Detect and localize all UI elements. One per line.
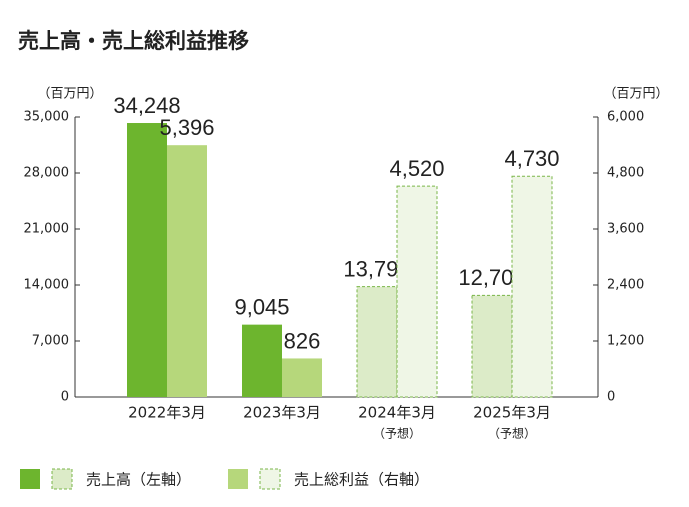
legend-label: 売上総利益（右軸）	[294, 471, 429, 489]
y2-tick-label: 6,000	[607, 110, 644, 125]
value-label: 34,248	[113, 93, 180, 118]
legend-swatch	[228, 469, 248, 489]
x-tick-note: （予想）	[373, 426, 421, 441]
bar	[471, 294, 513, 398]
bar	[511, 175, 553, 398]
bar	[167, 145, 207, 397]
y2-tick-label: 4,800	[607, 166, 644, 181]
y2-tick-label: 3,600	[607, 222, 644, 237]
x-tick-label: 2024年3月	[358, 404, 436, 422]
y-tick-label: 7,000	[32, 334, 69, 349]
x-tick-label: 2023年3月	[243, 404, 321, 422]
y-tick-label: 35,000	[24, 110, 70, 125]
bar	[396, 185, 438, 398]
value-label: 5,396	[159, 115, 214, 140]
y-axis-label: （百万円）	[37, 87, 102, 102]
bar	[127, 123, 167, 398]
value-label: 826	[284, 328, 321, 353]
y-tick-label: 0	[61, 390, 69, 405]
bar	[242, 324, 282, 397]
bar	[282, 358, 322, 397]
value-label: 4,730	[504, 146, 559, 171]
y2-tick-label: 2,400	[607, 278, 644, 293]
legend-swatch	[20, 469, 40, 489]
legend-label: 売上高（左軸）	[86, 471, 191, 489]
y-tick-label: 28,000	[24, 166, 70, 181]
legend-swatch-forecast	[51, 468, 73, 490]
x-tick-note: （予想）	[488, 426, 536, 441]
y2-tick-label: 1,200	[607, 334, 644, 349]
y-tick-label: 21,000	[24, 222, 70, 237]
legend-swatch-forecast	[259, 468, 281, 490]
bar	[356, 286, 398, 398]
y2-tick-label: 0	[607, 390, 615, 405]
y2-axis-label: （百万円）	[603, 87, 668, 102]
x-tick-label: 2025年3月	[473, 404, 551, 422]
x-tick-label: 2022年3月	[128, 404, 206, 422]
value-label: 4,520	[389, 156, 444, 181]
y-tick-label: 14,000	[24, 278, 70, 293]
chart-title: 売上高・売上総利益推移	[18, 29, 249, 53]
value-label: 9,045	[234, 294, 289, 319]
